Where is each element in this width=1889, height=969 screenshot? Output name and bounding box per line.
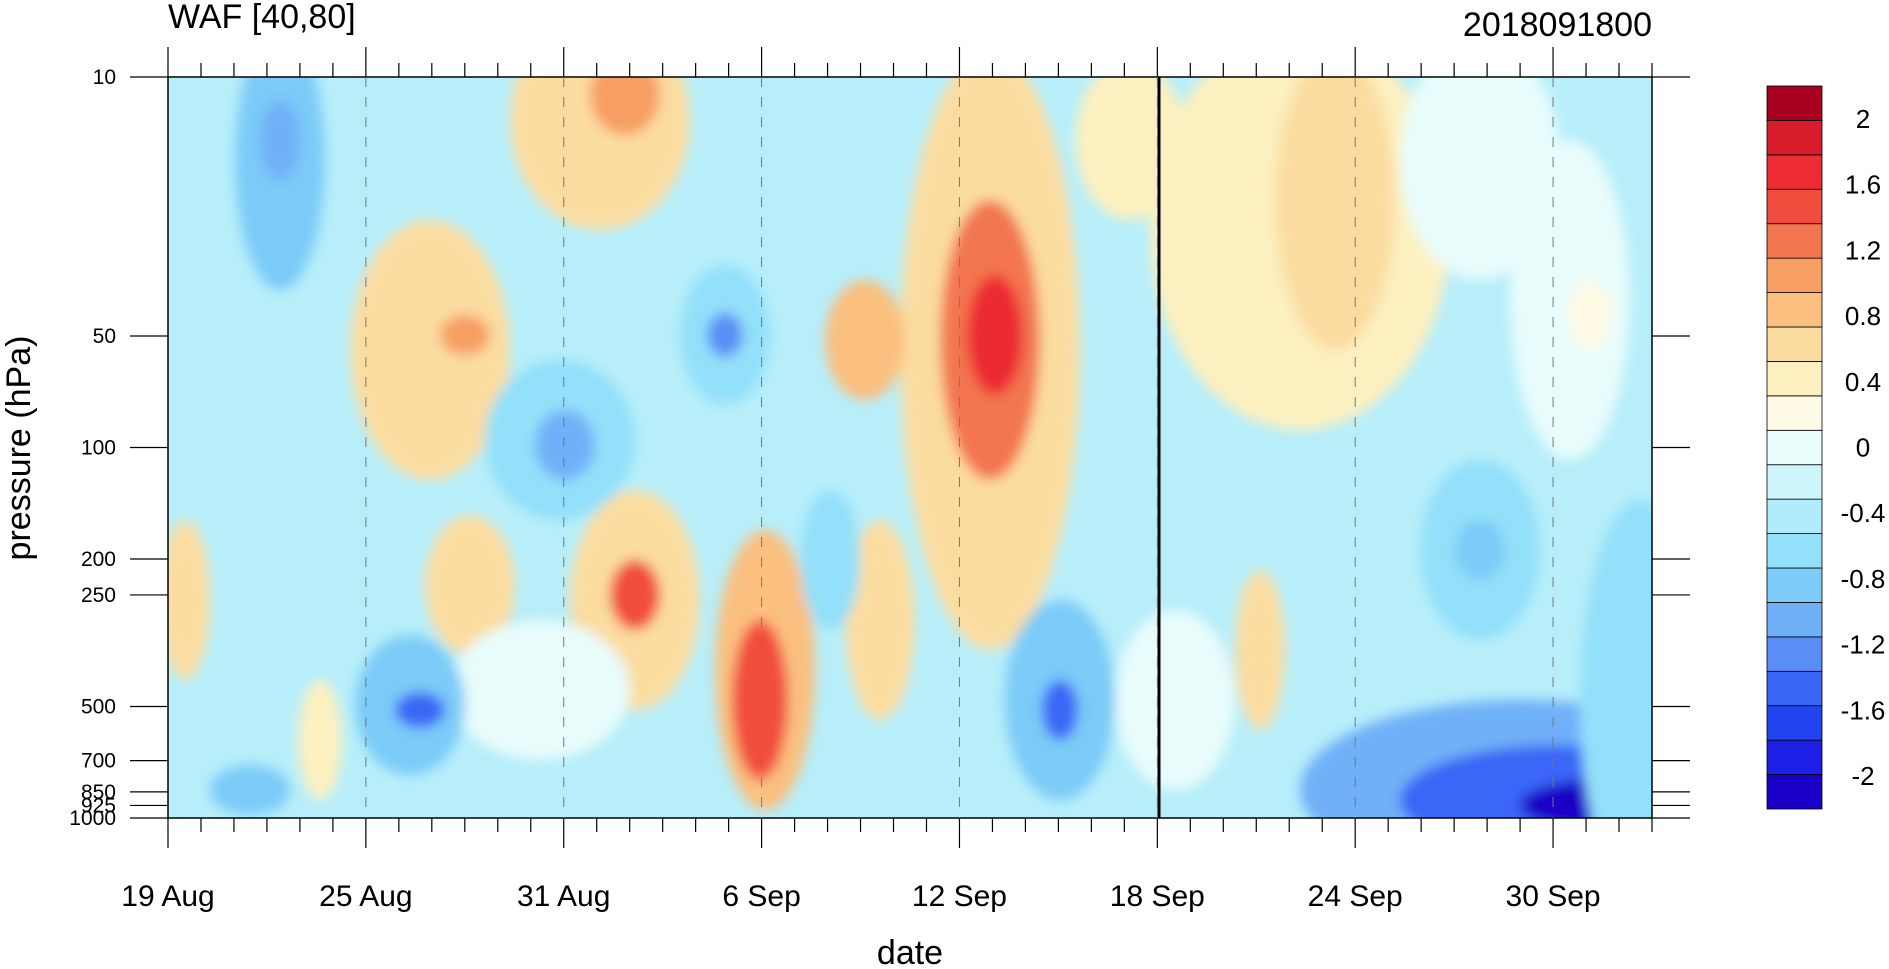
x-tick-label: 25 Aug xyxy=(319,880,412,913)
colorbar-swatch xyxy=(1766,120,1823,156)
colorbar-swatch xyxy=(1766,154,1823,190)
colorbar-swatch xyxy=(1766,395,1823,431)
y-tick-label: 10 xyxy=(93,66,116,89)
colorbar-swatch xyxy=(1766,774,1823,810)
colorbar-label: 2 xyxy=(1856,104,1870,134)
x-tick-label: 6 Sep xyxy=(722,880,800,913)
colorbar: 2 1.6 1.2 0.8 0.4 0 -0.4 -0.8 -1.2 -1.6 -2 xyxy=(1766,85,1886,810)
y-tick-label: 500 xyxy=(81,695,116,718)
y-tick-label: 100 xyxy=(81,437,116,460)
colorbar-swatch xyxy=(1766,739,1823,775)
x-tick-label: 12 Sep xyxy=(912,880,1007,913)
colorbar-label: -0.4 xyxy=(1841,498,1886,528)
x-axis: 19 Aug 25 Aug 31 Aug 6 Sep 12 Sep 18 Sep 24 Se… xyxy=(121,47,1653,913)
colorbar-label: 0.8 xyxy=(1845,301,1881,331)
colorbar-swatch xyxy=(1766,533,1823,569)
chart-title: WAF [40,80] xyxy=(168,0,356,36)
y-tick-label: 1000 xyxy=(69,807,116,830)
colorbar-swatch xyxy=(1766,188,1823,225)
heatmap-field xyxy=(168,77,1652,818)
colorbar-label: -1.6 xyxy=(1841,695,1886,725)
y-tick-label: 250 xyxy=(81,584,116,607)
y-tick-label: 700 xyxy=(81,750,116,773)
colorbar-swatch xyxy=(1766,85,1823,121)
colorbar-swatch xyxy=(1766,326,1823,362)
colorbar-label: 1.6 xyxy=(1845,170,1881,200)
colorbar-swatch xyxy=(1766,636,1823,672)
colorbar-swatch xyxy=(1766,498,1823,534)
x-tick-label: 31 Aug xyxy=(517,880,610,913)
colorbar-swatch xyxy=(1766,464,1823,500)
colorbar-label: 0.4 xyxy=(1845,367,1881,397)
x-tick-label: 19 Aug xyxy=(121,880,214,913)
colorbar-swatch xyxy=(1766,670,1823,707)
x-axis-label: date xyxy=(877,934,943,969)
plot-area: 19 Aug 25 Aug 31 Aug 6 Sep 12 Sep 18 Sep 24 Se… xyxy=(69,47,1690,913)
colorbar-swatch xyxy=(1766,257,1823,293)
chart-subtitle: 2018091800 xyxy=(1463,6,1652,44)
colorbar-label: -2 xyxy=(1851,761,1874,791)
y-tick-label: 850 xyxy=(81,781,116,804)
colorbar-swatch xyxy=(1766,705,1823,741)
colorbar-swatch xyxy=(1766,429,1823,466)
y-tick-label: 925 xyxy=(81,794,116,817)
x-tick-label: 18 Sep xyxy=(1110,880,1205,913)
colorbar-label: 1.2 xyxy=(1845,235,1881,265)
colorbar-swatch xyxy=(1766,292,1823,328)
y-tick-label: 200 xyxy=(81,548,116,571)
x-tick-label: 30 Sep xyxy=(1506,880,1601,913)
y-tick-label: 50 xyxy=(93,325,116,348)
x-tick-label: 24 Sep xyxy=(1308,880,1403,913)
colorbar-swatch xyxy=(1766,602,1823,638)
colorbar-label: -1.2 xyxy=(1841,630,1886,660)
colorbar-label: -0.8 xyxy=(1841,564,1886,594)
colorbar-swatch xyxy=(1766,361,1823,397)
colorbar-swatch xyxy=(1766,223,1823,259)
colorbar-label: 0 xyxy=(1856,433,1870,463)
y-axis-label: pressure (hPa) xyxy=(0,336,38,561)
colorbar-swatch xyxy=(1766,567,1823,603)
